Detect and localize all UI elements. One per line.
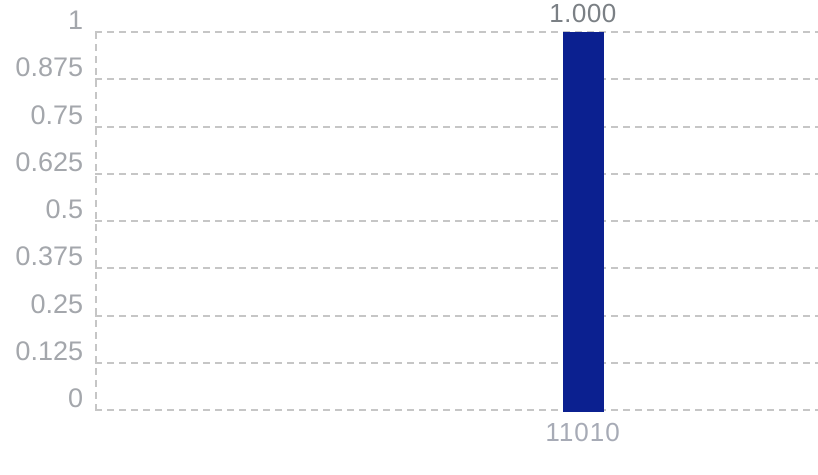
gridline: [95, 220, 818, 222]
gridline: [95, 31, 818, 33]
gridline: [95, 409, 818, 411]
y-tick-label: 0.875: [15, 52, 83, 83]
y-tick-label: 0.375: [15, 241, 83, 272]
y-tick-label: 0: [67, 383, 83, 413]
gridline: [95, 267, 818, 270]
gridline: [95, 314, 818, 317]
y-tick-label: 0.625: [15, 146, 83, 177]
y-axis-dashed-line: [95, 32, 97, 412]
y-tick-label: 0.125: [15, 335, 83, 366]
bar-value-label: 1.000: [549, 0, 617, 28]
bar: [562, 32, 604, 412]
gridline: [95, 172, 818, 175]
gridline: [95, 361, 818, 364]
y-tick-label: 0.25: [30, 288, 83, 319]
gridline: [95, 125, 818, 128]
y-tick-label: 0.75: [30, 99, 83, 130]
x-tick-label: 11010: [545, 417, 621, 447]
y-tick-label: 0.5: [45, 194, 83, 224]
y-tick-label: 1: [67, 5, 83, 35]
gridline: [95, 78, 818, 81]
